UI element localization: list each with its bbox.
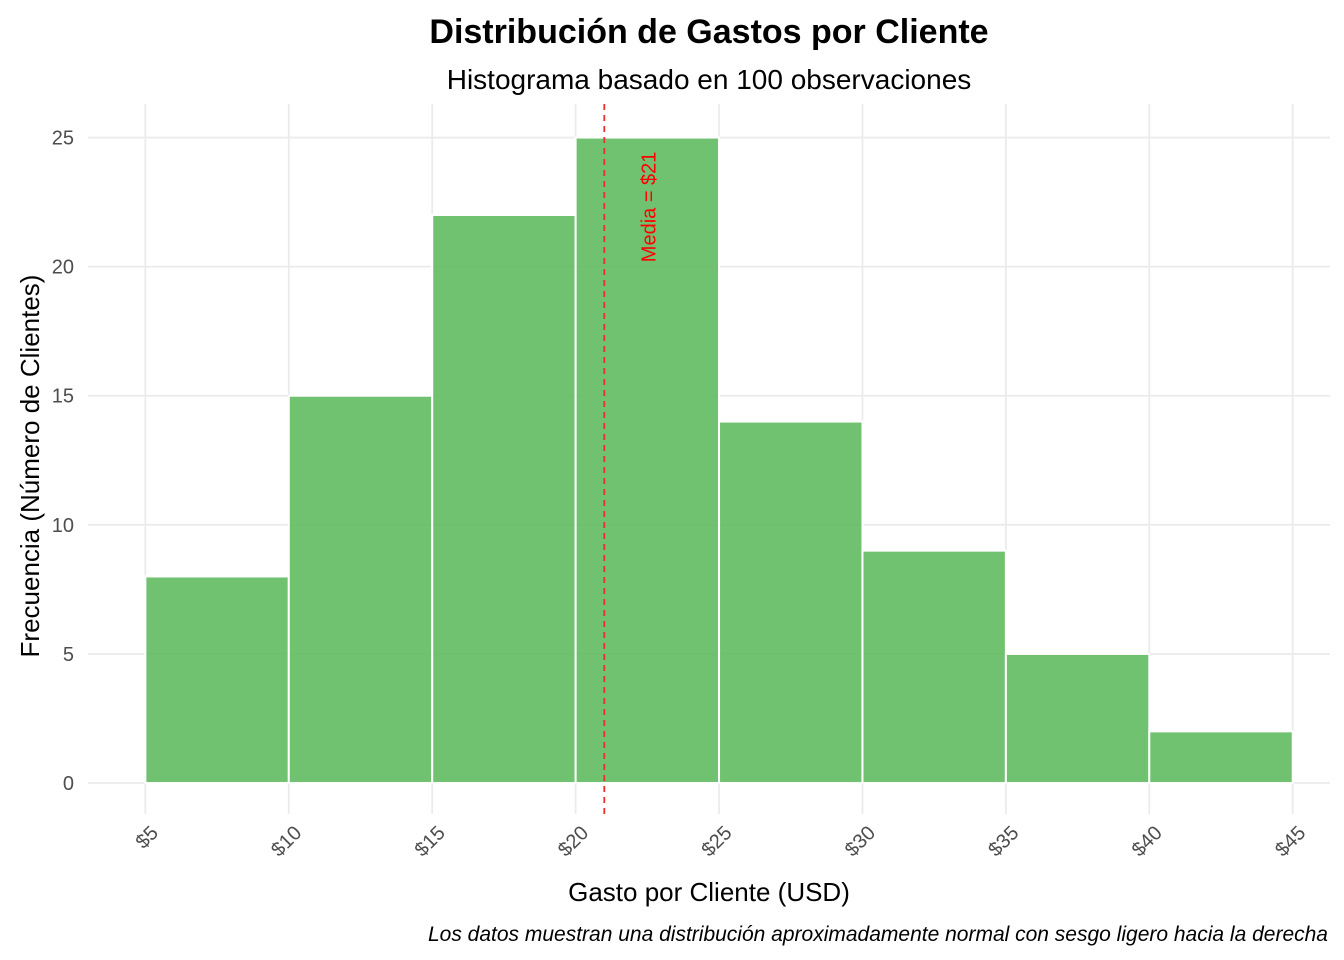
x-tick-label: $20	[554, 822, 593, 861]
y-tick-label: 5	[63, 644, 74, 666]
y-axis-title: Frecuencia (Número de Clientes)	[15, 275, 45, 658]
histogram-bar	[861, 549, 1007, 785]
x-tick-label: $45	[1271, 822, 1310, 861]
y-tick-label: 10	[52, 515, 74, 537]
histogram-bar	[431, 214, 577, 785]
x-tick-label: $10	[267, 822, 306, 861]
chart-title: Distribución de Gastos por Cliente	[429, 13, 988, 51]
x-tick-label: $40	[1128, 822, 1167, 861]
mean-reference: Media = $21	[603, 104, 660, 814]
x-tick-label: $35	[984, 822, 1023, 861]
histogram-bar	[718, 420, 864, 785]
x-axis-ticks: $5 $10 $15 $20 $25 $30 $35 $40 $45	[132, 822, 1311, 861]
histogram-bar	[1148, 730, 1294, 785]
y-tick-label: 0	[63, 773, 74, 795]
y-tick-label: 25	[52, 128, 74, 150]
y-axis-ticks: 0 5 10 15 20 25	[52, 128, 74, 795]
y-tick-label: 20	[52, 257, 74, 279]
chart-subtitle: Histograma basado en 100 observaciones	[447, 64, 972, 95]
y-tick-label: 15	[52, 386, 74, 408]
mean-label: Media = $21	[638, 152, 660, 263]
histogram-bar	[287, 394, 434, 785]
histogram-bar	[144, 575, 290, 785]
x-axis-title: Gasto por Cliente (USD)	[568, 877, 850, 907]
x-tick-label: $15	[411, 822, 450, 861]
x-tick-label: $5	[132, 822, 163, 853]
x-tick-label: $30	[841, 822, 880, 861]
histogram-bar	[574, 136, 721, 785]
histogram-bars	[144, 136, 1294, 785]
x-tick-label: $25	[697, 822, 736, 861]
histogram-bar	[1004, 652, 1151, 785]
chart-caption: Los datos muestran una distribución apro…	[428, 923, 1328, 946]
